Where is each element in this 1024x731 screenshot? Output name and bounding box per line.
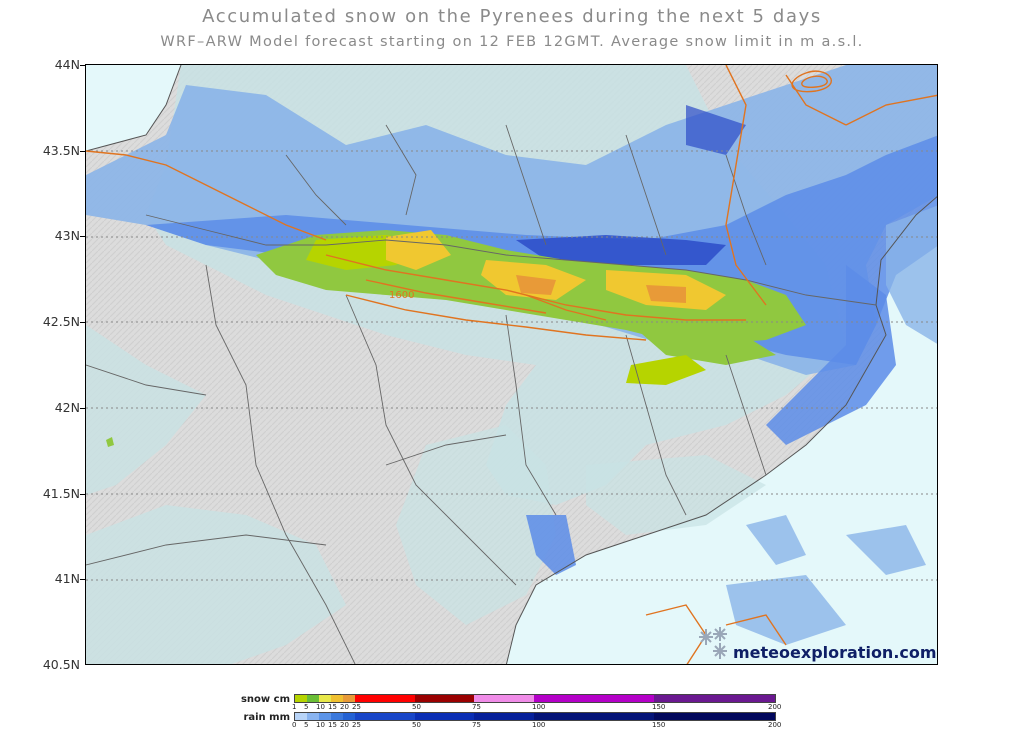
legend-snow-swatch xyxy=(306,695,319,702)
snow-orange-1 xyxy=(516,275,556,295)
legend-rain-label: rain mm xyxy=(243,712,290,723)
rain-gulf-of-lion xyxy=(886,205,937,344)
legend-snow-tick: 10 xyxy=(316,703,325,711)
legend-snow-tick: 150 xyxy=(652,703,666,711)
rain-sea-patch-1 xyxy=(746,515,806,565)
legend-snow-tick: 200 xyxy=(768,703,782,711)
legend-snow-tick: 15 xyxy=(328,703,337,711)
rain-catalonia-coast xyxy=(766,265,896,445)
map-canvas xyxy=(86,65,937,664)
legend-snow-swatch xyxy=(330,695,343,702)
legend-snow-swatch xyxy=(354,695,415,702)
lat-label-44n: 44N xyxy=(54,57,80,72)
legend-snow-swatch xyxy=(474,695,535,702)
snow-orange-2 xyxy=(646,285,686,303)
legend-rain-swatch xyxy=(653,713,776,720)
legend-rain-swatch xyxy=(295,713,307,720)
legend-rain-tick: 15 xyxy=(328,721,337,729)
legend-rain-tick: 5 xyxy=(304,721,309,729)
legend-rain-ticks: 0 5 10 15 20 25 50 75 100 150 200 xyxy=(292,721,781,731)
legend-rain-tick: 0 xyxy=(292,721,297,729)
legend-snow-colorbar xyxy=(294,694,776,703)
legend-snow-tick: 100 xyxy=(532,703,546,711)
legend-snow-swatch xyxy=(318,695,331,702)
lat-label-42n: 42N xyxy=(54,400,80,415)
legend-rain-swatch xyxy=(474,713,535,720)
lat-label-43-5n: 43.5N xyxy=(42,143,80,158)
forecast-map[interactable]: 1600 xyxy=(85,64,938,665)
lat-gridlines xyxy=(86,150,937,581)
rain-heavy-core xyxy=(516,235,726,265)
legend-snow-swatch xyxy=(534,695,654,702)
legend-snow-swatch xyxy=(295,695,307,702)
snow-limit-contours xyxy=(86,65,937,664)
legend-snow-label: snow cm xyxy=(240,694,290,705)
legend-snow-swatch xyxy=(653,695,776,702)
rain-heavy-north xyxy=(686,105,746,155)
map-subtitle: WRF–ARW Model forecast starting on 12 FE… xyxy=(160,34,864,50)
legend-rain-swatch xyxy=(330,713,343,720)
legend-rain-tick: 25 xyxy=(352,721,361,729)
legend-rain-swatch xyxy=(342,713,355,720)
legend-snow-tick: 5 xyxy=(304,703,309,711)
map-title: Accumulated snow on the Pyrenees during … xyxy=(202,6,822,27)
snow-catalan-prepyrenees xyxy=(626,315,776,365)
legend-rain-tick: 10 xyxy=(316,721,325,729)
legend-rain-swatch xyxy=(318,713,331,720)
rain-sea-patch-2 xyxy=(846,525,926,575)
legend-rain-swatch xyxy=(354,713,415,720)
legend-snow-ticks: 1 5 10 15 20 25 50 75 100 150 200 xyxy=(292,703,781,713)
legend-snow-swatch xyxy=(414,695,475,702)
legend-rain-tick: 20 xyxy=(340,721,349,729)
legend-rain-colorbar xyxy=(294,712,776,721)
legend-snow-tick: 1 xyxy=(292,703,297,711)
legend-rain-tick: 50 xyxy=(412,721,421,729)
coastline-biscay xyxy=(86,65,182,152)
legend-rain-swatch xyxy=(306,713,319,720)
snow-yellow-1 xyxy=(386,230,451,270)
legend-snow-tick: 50 xyxy=(412,703,421,711)
snow-south-patch xyxy=(626,355,706,385)
rain-sea-patch-3 xyxy=(726,575,846,645)
coastline-mediterranean xyxy=(505,196,937,664)
snow-isolated-patch xyxy=(106,437,114,447)
legend-rain-swatch xyxy=(534,713,654,720)
legend-rain-swatch xyxy=(414,713,475,720)
lat-label-40-5n: 40.5N xyxy=(42,657,80,672)
rain-light-west xyxy=(86,325,206,495)
lat-label-41-5n: 41.5N xyxy=(42,486,80,501)
bay-of-biscay xyxy=(86,65,181,151)
mediterranean-sea xyxy=(506,196,937,664)
rain-light-southwest xyxy=(86,505,346,664)
rain-tarragona xyxy=(526,515,576,575)
legend-snow-tick: 25 xyxy=(352,703,361,711)
lat-label-42-5n: 42.5N xyxy=(42,314,80,329)
rain-light-center xyxy=(396,425,556,625)
legend-snow-tick: 75 xyxy=(472,703,481,711)
legend-snow-tick: 20 xyxy=(340,703,349,711)
legend-snow-swatch xyxy=(342,695,355,702)
lat-label-43n: 43N xyxy=(54,228,80,243)
legend-rain-tick: 200 xyxy=(768,721,782,729)
brand-logo-text[interactable]: meteoexploration.com xyxy=(733,643,937,662)
legend-rain-tick: 150 xyxy=(652,721,666,729)
contour-label: 1600 xyxy=(389,290,415,301)
legend-rain-tick: 75 xyxy=(472,721,481,729)
snowflake-icon xyxy=(699,627,727,659)
legend-rain-tick: 100 xyxy=(532,721,546,729)
admin-borders xyxy=(86,124,877,664)
lat-label-41n: 41N xyxy=(54,571,80,586)
